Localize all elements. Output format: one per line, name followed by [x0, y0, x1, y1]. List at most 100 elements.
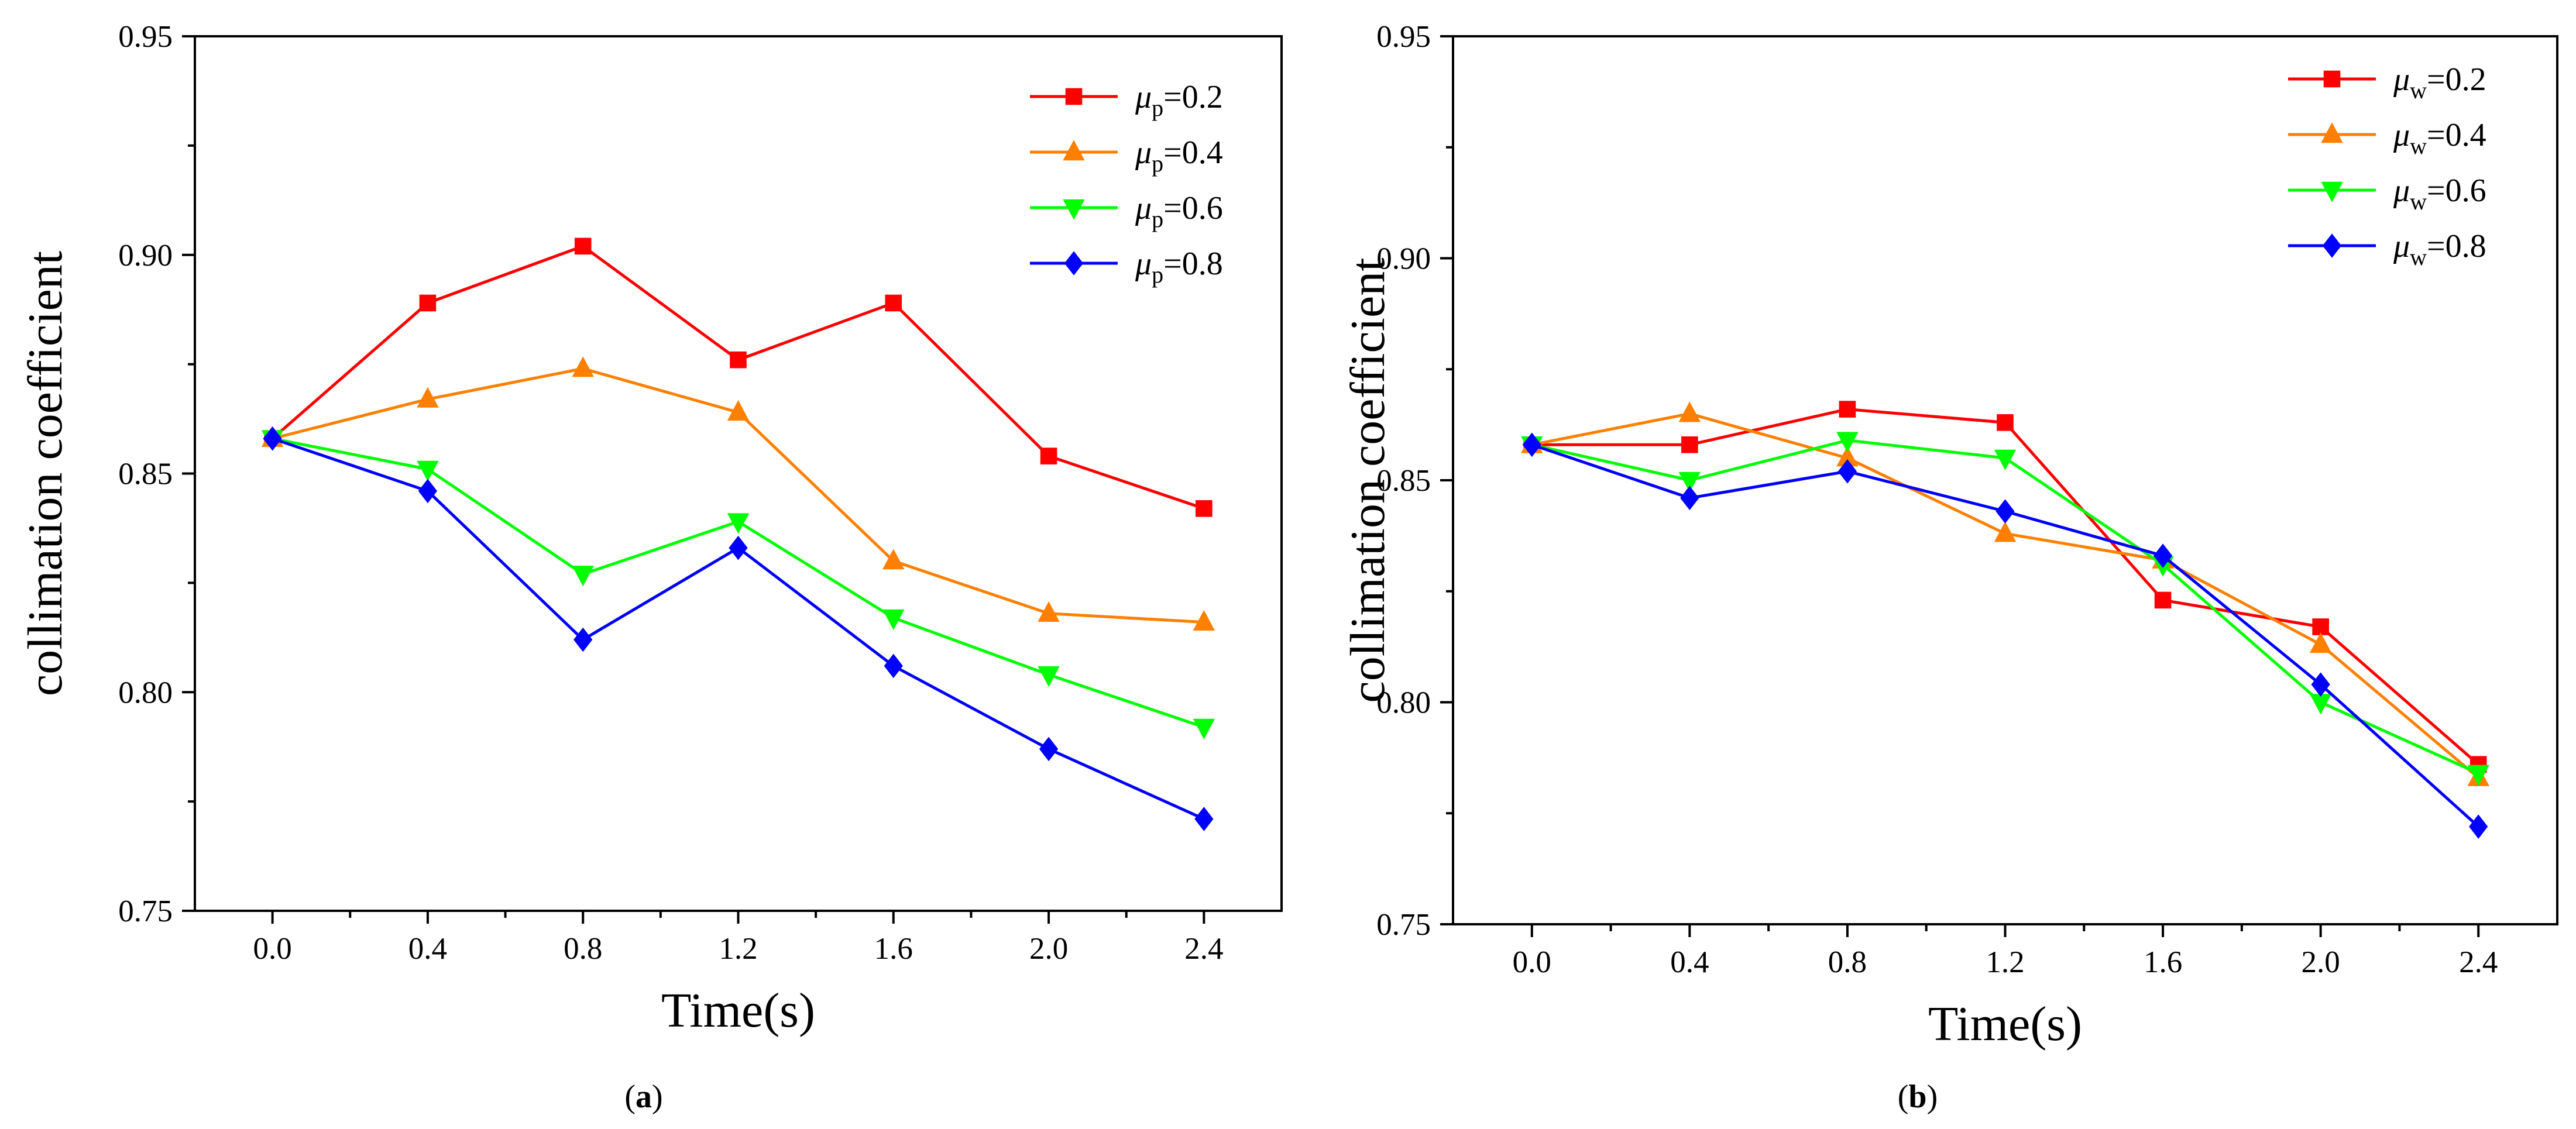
- series-line: [272, 437, 1205, 821]
- data-point: [2153, 543, 2173, 568]
- series-mu-0.8: [1522, 432, 2488, 839]
- data-point: [1680, 486, 1699, 511]
- x-tick-label: 2.4: [1184, 932, 1223, 966]
- y-tick-label: 0.95: [1376, 20, 1431, 54]
- legend-item: μw=0.2: [2288, 61, 2486, 104]
- legend-item: μp=0.6: [1030, 190, 1223, 232]
- chart-panel-a: 0.75 0.80 0.85 0.90 0.95 0.0 0.4 0.8 1.2 1.6 2.0 2.…: [18, 20, 1283, 1115]
- x-tick-label: 1.2: [1986, 945, 2024, 979]
- series-mu-0.4: [261, 356, 1215, 631]
- data-point: [573, 627, 593, 652]
- data-point: [727, 513, 750, 534]
- legend-label: μp=0.8: [1135, 246, 1223, 288]
- data-point: [882, 549, 905, 570]
- data-point: [1039, 736, 1059, 762]
- series-mu-0.6: [1521, 432, 2489, 786]
- legend: μp=0.2 μp=0.4 μp=0.6 μp=0.8: [1030, 79, 1223, 288]
- legend-label: μp=0.6: [1135, 190, 1223, 232]
- legend-label: μp=0.4: [1135, 135, 1223, 177]
- series-line: [272, 437, 1205, 729]
- data-point: [574, 237, 592, 255]
- y-tick-label: 0.85: [1376, 464, 1431, 498]
- data-point: [1038, 601, 1060, 622]
- data-point: [263, 426, 282, 451]
- legend: μw=0.2 μw=0.4 μw=0.6 μw=0.8: [2288, 61, 2486, 270]
- x-tick-label: 0.0: [1513, 945, 1551, 979]
- data-point: [1196, 500, 1213, 517]
- data-point: [1040, 448, 1057, 464]
- y-tick-label: 0.80: [1376, 686, 1431, 720]
- legend-label: μw=0.2: [2393, 61, 2486, 104]
- data-point: [1836, 446, 1859, 467]
- data-point: [729, 535, 748, 560]
- data-point: [2469, 814, 2488, 839]
- data-point: [1995, 499, 2015, 524]
- data-point: [1681, 436, 1698, 453]
- chart-panel-b: 0.75 0.80 0.85 0.90 0.95 0.0 0.4 0.8 1.2 1.6 2.0 2.…: [1341, 20, 2558, 1115]
- data-point: [1038, 666, 1060, 687]
- legend-item: μp=0.4: [1030, 135, 1223, 177]
- y-tick-label: 0.90: [1376, 242, 1431, 276]
- series-line: [1531, 439, 2479, 775]
- data-point: [727, 400, 750, 421]
- legend-label: μw=0.4: [2393, 117, 2486, 159]
- data-point: [417, 387, 439, 408]
- panel-label: (a): [624, 1079, 662, 1115]
- data-point: [2467, 765, 2489, 786]
- legend-item: μp=0.8: [1030, 246, 1223, 288]
- y-tick-label: 0.95: [118, 20, 173, 54]
- legend-marker: [2322, 233, 2342, 258]
- data-point: [2309, 632, 2332, 653]
- legend-label: μp=0.2: [1135, 79, 1223, 121]
- legend-label: μw=0.6: [2393, 173, 2486, 215]
- y-tick-label: 0.75: [1376, 908, 1431, 942]
- legend-item: μw=0.8: [2288, 228, 2486, 270]
- legend-marker: [1063, 140, 1085, 161]
- x-tick-label: 0.8: [1828, 945, 1867, 979]
- legend-marker: [1065, 88, 1083, 105]
- data-point: [885, 294, 902, 312]
- series-mu-0.8: [263, 426, 1214, 831]
- data-point: [1994, 521, 2017, 542]
- data-point: [1837, 459, 1857, 484]
- data-point: [1994, 449, 2017, 470]
- data-point: [1193, 610, 1215, 631]
- legend-marker: [2321, 122, 2343, 143]
- legend-item: μw=0.6: [2288, 173, 2486, 215]
- data-point: [572, 566, 594, 587]
- x-tick-label: 0.8: [564, 932, 602, 966]
- data-point: [884, 653, 903, 679]
- x-tick-label: 1.6: [874, 932, 913, 966]
- data-point: [417, 460, 439, 481]
- x-tick-label: 0.4: [1670, 945, 1709, 979]
- legend-marker: [2323, 70, 2341, 88]
- x-tick-label: 2.0: [2302, 945, 2340, 979]
- series-line: [271, 244, 1205, 510]
- data-point: [1678, 471, 1701, 493]
- data-point: [419, 294, 437, 312]
- y-axis-title: collimation coefficient: [1341, 257, 1395, 703]
- data-point: [882, 609, 905, 630]
- legend-item: μw=0.4: [2288, 117, 2486, 159]
- x-tick-label: 1.6: [2144, 945, 2182, 979]
- y-axis-title: collimation coefficient: [18, 251, 73, 696]
- data-point: [1678, 401, 1701, 422]
- legend-marker: [1063, 199, 1085, 220]
- data-point: [2312, 618, 2329, 635]
- legend-marker: [2321, 181, 2343, 202]
- y-tick-label: 0.85: [118, 457, 173, 491]
- data-point: [418, 479, 438, 504]
- x-axis-title: Time(s): [1928, 997, 2082, 1051]
- x-tick-label: 1.2: [719, 932, 757, 966]
- legend-marker: [1064, 251, 1084, 276]
- x-tick-label: 0.4: [408, 932, 447, 966]
- legend-item: μp=0.2: [1030, 79, 1223, 121]
- y-tick-label: 0.80: [118, 676, 173, 710]
- data-point: [1194, 807, 1214, 831]
- y-tick-label: 0.75: [118, 894, 173, 928]
- data-point: [572, 356, 594, 377]
- data-point: [2311, 672, 2330, 697]
- y-tick-label: 0.90: [118, 239, 173, 273]
- data-point: [1997, 414, 2014, 431]
